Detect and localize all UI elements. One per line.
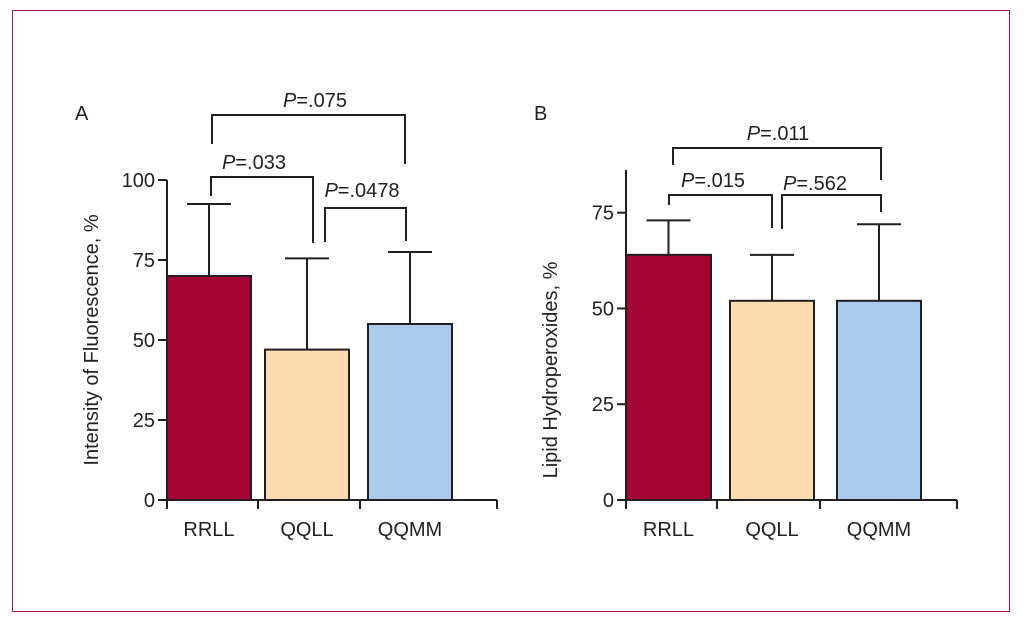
- x-tick-label: QQLL: [745, 519, 798, 541]
- bar-qqll: [729, 299, 815, 501]
- bracket-line: [210, 176, 314, 243]
- y-tick-label: 50: [133, 330, 155, 352]
- p-symbol: P: [222, 152, 236, 174]
- x-tick-label: QQMM: [847, 519, 911, 541]
- y-axis-label: Intensity of Fluorescence, %: [81, 214, 103, 465]
- p-value: =.075: [296, 90, 347, 112]
- significance-bracket: P=.033: [210, 152, 314, 243]
- bar-qqll: [264, 348, 350, 501]
- significance-bracket: P=.015: [668, 170, 773, 228]
- p-value: =.562: [796, 173, 847, 195]
- x-tick-label: QQLL: [280, 519, 333, 541]
- p-value-label: P=.015: [681, 170, 745, 192]
- panel-label: B: [534, 103, 547, 125]
- p-symbol: P: [324, 180, 338, 202]
- p-symbol: P: [783, 173, 797, 195]
- significance-bracket: P=.0478: [324, 180, 407, 242]
- bar-rrll: [625, 253, 712, 501]
- p-value-label: P=.033: [222, 152, 286, 174]
- y-tick-label: 25: [133, 410, 155, 432]
- significance-bracket: P=.075: [211, 90, 406, 164]
- y-tick-label: 50: [592, 298, 614, 320]
- y-tick-label: 0: [603, 490, 614, 512]
- x-tick-label: QQMM: [378, 519, 442, 541]
- p-value: =.015: [694, 170, 745, 192]
- panel-b: B Lipid Hydroperoxides, % RRLL QQLL QQMM 0 25 5…: [534, 103, 958, 541]
- p-value: =.033: [235, 152, 286, 174]
- figure-frame: [12, 10, 1010, 612]
- x-tick-label: RRLL: [643, 519, 694, 541]
- panel-label: A: [75, 103, 89, 125]
- p-value-label: P=.562: [783, 173, 847, 195]
- bracket-line: [672, 147, 882, 180]
- bracket-line: [668, 194, 773, 228]
- significance-bracket: P=.562: [781, 173, 882, 229]
- y-tick-label: 0: [144, 490, 155, 512]
- bracket-line: [324, 207, 407, 242]
- p-symbol: P: [681, 170, 695, 192]
- p-value-label: P=.011: [747, 123, 809, 145]
- y-tick-label: 25: [592, 394, 614, 416]
- p-value-label: P=.0478: [324, 180, 399, 202]
- p-symbol: P: [747, 123, 761, 145]
- y-tick-label: 100: [122, 170, 155, 192]
- significance-bracket: P=.011: [672, 123, 882, 180]
- p-value: =.0478: [338, 180, 400, 202]
- bracket-line: [781, 194, 882, 229]
- bracket-line: [211, 114, 406, 164]
- bar-rrll: [166, 275, 252, 501]
- panel-a: A Intensity of Fluorescence, % RRLL QQLL QQM…: [75, 90, 498, 541]
- p-symbol: P: [283, 90, 297, 112]
- bar-qqmm: [367, 323, 453, 501]
- p-value-label: P=.075: [283, 90, 347, 112]
- y-tick-label: 75: [133, 250, 155, 272]
- x-tick-label: RRLL: [183, 519, 234, 541]
- y-tick-label: 75: [592, 203, 614, 225]
- p-value: =.011: [760, 123, 809, 145]
- y-axis-label: Lipid Hydroperoxides, %: [540, 261, 562, 478]
- bar-qqmm: [836, 299, 922, 501]
